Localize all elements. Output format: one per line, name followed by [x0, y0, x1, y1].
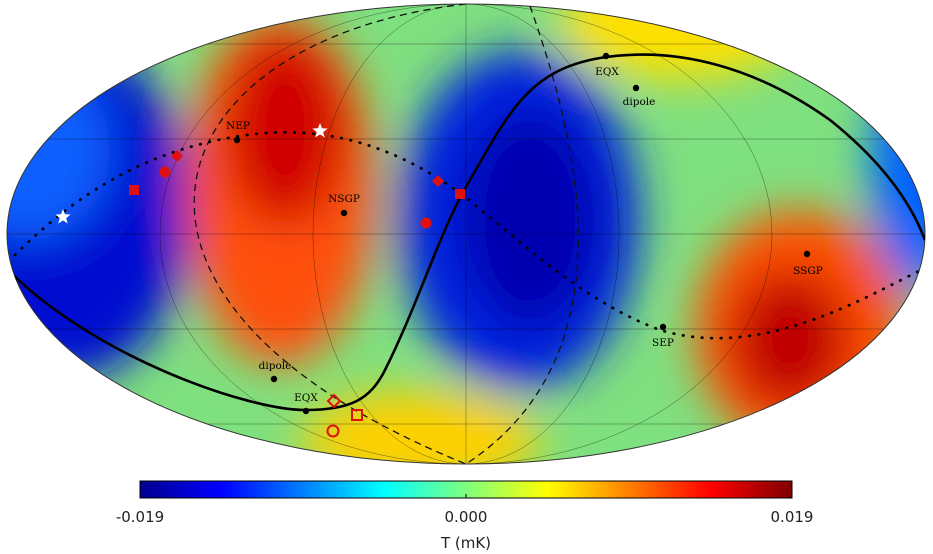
- red-diamond-marker: [432, 175, 444, 187]
- point-dot: [659, 323, 667, 331]
- point-dot: [302, 407, 310, 415]
- sky-point-nsgp: NSGP: [328, 193, 360, 217]
- colorbar: -0.019 0.000 0.019 T (mK): [116, 480, 814, 552]
- red-diamond-outline-marker: [326, 393, 342, 409]
- colorbar-tick-label: 0.000: [445, 508, 488, 526]
- sky-point-nep: NEP: [226, 120, 250, 144]
- colorbar-tick-label: 0.019: [771, 508, 814, 526]
- measurement-markers: [55, 123, 465, 438]
- point-label: SSGP: [793, 265, 823, 277]
- colorbar-title: T (mK): [440, 534, 491, 552]
- point-dot: [340, 209, 348, 217]
- sky-points: NEP NSGP EQX dipole dipole EQX SSGP SEP: [226, 52, 823, 415]
- point-label: NSGP: [328, 193, 360, 205]
- sky-point-sep: SEP: [652, 323, 674, 349]
- sky-point-dipole: dipole: [623, 84, 656, 108]
- sky-point-ssgp: SSGP: [793, 250, 823, 277]
- point-label: dipole: [259, 360, 292, 372]
- red-square-marker: [129, 185, 139, 195]
- red-circle-marker: [420, 217, 432, 229]
- colorbar-ticks: -0.019 0.000 0.019: [116, 494, 814, 526]
- point-label: EQX: [595, 66, 619, 78]
- red-diamond-marker: [171, 150, 183, 162]
- point-dot: [270, 375, 278, 383]
- sky-point-eqx: EQX: [595, 52, 619, 78]
- dashed-meridian-right: [465, 5, 579, 464]
- point-dot: [602, 52, 610, 60]
- white-star-marker: [312, 123, 328, 138]
- white-star-marker: [55, 209, 71, 224]
- point-label: SEP: [652, 337, 674, 349]
- galactic-plane-curve: [9, 53, 925, 412]
- colorbar-tick-label: -0.019: [116, 508, 164, 526]
- dashed-meridian-left: [193, 4, 467, 464]
- red-square-outline-marker: [351, 409, 363, 421]
- point-dot: [233, 136, 241, 144]
- point-label: NEP: [226, 120, 250, 132]
- point-label: dipole: [623, 96, 656, 108]
- point-label: EQX: [294, 392, 318, 404]
- map-disc: [6, 3, 926, 465]
- point-dot: [632, 84, 640, 92]
- red-circle-outline-marker: [326, 424, 340, 438]
- red-square-marker: [455, 189, 465, 199]
- point-dot: [803, 250, 811, 258]
- red-circle-marker: [159, 166, 171, 178]
- sky-point-eqx: EQX: [294, 392, 318, 415]
- sky-point-dipole: dipole: [259, 360, 292, 383]
